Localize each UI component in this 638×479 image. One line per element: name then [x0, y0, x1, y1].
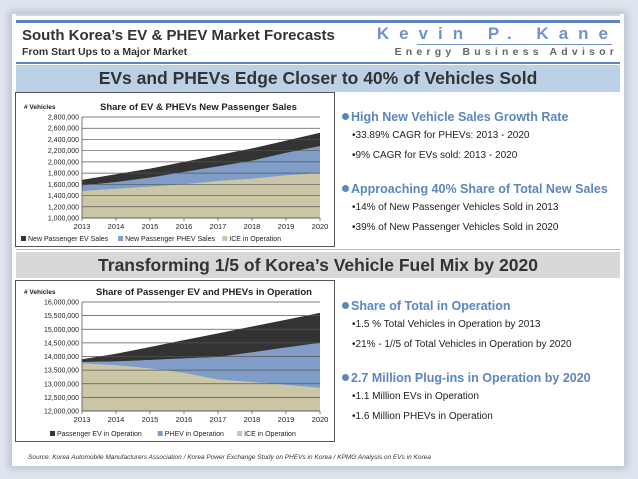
- bullet-item: •9% CAGR for EVs sold: 2013 - 2020: [352, 150, 518, 161]
- x-tick-label: 2013: [74, 222, 91, 231]
- bullet-heading: High New Vehicle Sales Growth Rate: [342, 110, 608, 124]
- bullet-heading: Share of Total in Operation: [342, 299, 591, 313]
- legend-label: ICE in Operation: [229, 236, 281, 243]
- section1-banner: EVs and PHEVs Edge Closer to 40% of Vehi…: [16, 65, 620, 92]
- page-title: South Korea’s EV & PHEV Market Forecasts: [22, 27, 335, 44]
- legend-label: New Passenger PHEV Sales: [125, 236, 215, 243]
- legend-label: ICE in Operation: [244, 431, 296, 438]
- chart-title: Share of EV & PHEVs New Passenger Sales: [100, 102, 297, 113]
- x-tick-label: 2019: [278, 222, 295, 231]
- y-tick-label: 1,400,000: [48, 193, 79, 200]
- bullet-heading-text: 2.7 Million Plug-ins in Operation by 202…: [351, 371, 591, 385]
- header-top-rule: [16, 20, 620, 23]
- legend-swatch: [118, 236, 124, 241]
- x-tick-label: 2016: [176, 415, 193, 424]
- sales-chart-svg: Share of EV & PHEVs New Passenger Sales #…: [21, 102, 329, 243]
- x-tick-label: 2017: [210, 222, 227, 231]
- area-ice-in-operation: [82, 363, 320, 411]
- x-tick-label: 2018: [244, 415, 261, 424]
- brand-tagline: Energy Business Advisor: [394, 46, 618, 58]
- operation-chart-svg: Share of Passenger EV and PHEVs in Opera…: [24, 287, 329, 438]
- bullet-heading-text: High New Vehicle Sales Growth Rate: [351, 110, 569, 124]
- page-subtitle: From Start Ups to a Major Market: [22, 46, 188, 58]
- area-phev-in-operation: [82, 342, 320, 388]
- y-tick-label: 2,400,000: [48, 137, 79, 144]
- y-tick-label: 12,000,000: [44, 409, 79, 416]
- y-tick-label: 15,000,000: [44, 327, 79, 334]
- bullet-dot-icon: [342, 185, 349, 192]
- legend-swatch: [237, 431, 243, 436]
- legend-label: Passenger EV in Operation: [57, 431, 142, 438]
- brand-name: Kevin P. Kane: [376, 24, 618, 43]
- section2-bullets: Share of Total in Operation •1.5 % Total…: [342, 299, 591, 431]
- section2-banner: Transforming 1/5 of Korea’s Vehicle Fuel…: [16, 252, 620, 278]
- bullet-item: •1.1 Million EVs in Operation: [352, 391, 479, 402]
- bullet-heading: Approaching 40% Share of Total New Sales: [342, 182, 608, 196]
- bullet-item: •33.89% CAGR for PHEVs: 2013 - 2020: [352, 130, 530, 141]
- bullet-dot-icon: [342, 113, 349, 120]
- operation-chart: Share of Passenger EV and PHEVs in Opera…: [15, 280, 335, 442]
- source-note: Source: Korea Automobile Manufacturers A…: [28, 454, 431, 461]
- y-tick-label: 2,800,000: [48, 115, 79, 122]
- legend-swatch: [21, 236, 26, 241]
- area-passenger-ev-in-operation: [82, 312, 320, 362]
- bullet-dot-icon: [342, 374, 349, 381]
- x-tick-label: 2018: [244, 222, 261, 231]
- x-tick-label: 2015: [142, 415, 159, 424]
- brand-underline: [417, 44, 612, 45]
- section1-bullets: High New Vehicle Sales Growth Rate •33.8…: [342, 110, 608, 242]
- y-tick-label: 16,000,000: [44, 300, 79, 307]
- legend-label: New Passenger EV Sales: [28, 236, 109, 243]
- x-tick-label: 2015: [142, 222, 159, 231]
- bullet-heading: 2.7 Million Plug-ins in Operation by 202…: [342, 371, 591, 385]
- y-tick-label: 1,600,000: [48, 182, 79, 189]
- legend-swatch: [157, 431, 163, 436]
- y-tick-label: 1,200,000: [48, 204, 79, 211]
- x-tick-label: 2020: [312, 222, 329, 231]
- y-tick-label: 15,500,000: [44, 313, 79, 320]
- y-tick-label: 14,500,000: [44, 340, 79, 347]
- area-new-passenger-phev-sales: [82, 146, 320, 192]
- y-tick-label: 13,500,000: [44, 368, 79, 375]
- bullet-item: •1.5 % Total Vehicles in Operation by 20…: [352, 319, 541, 330]
- bullet-heading-text: Approaching 40% Share of Total New Sales: [351, 182, 608, 196]
- y-tick-label: 1,000,000: [48, 216, 79, 223]
- chart-title: Share of Passenger EV and PHEVs in Opera…: [96, 287, 312, 298]
- bullet-item: •39% of New Passenger Vehicles Sold in 2…: [352, 222, 559, 233]
- x-tick-label: 2013: [74, 415, 91, 424]
- top-divider: [16, 14, 620, 16]
- y-tick-label: 2,200,000: [48, 148, 79, 155]
- y-tick-label: 12,500,000: [44, 395, 79, 402]
- y-tick-label: 2,600,000: [48, 126, 79, 133]
- legend-label: PHEV in Operation: [165, 431, 224, 438]
- bullet-item: •14% of New Passenger Vehicles Sold in 2…: [352, 202, 559, 213]
- slide: South Korea’s EV & PHEV Market Forecasts…: [12, 14, 624, 466]
- sales-chart: Share of EV & PHEVs New Passenger Sales #…: [15, 92, 335, 247]
- y-axis-label: # Vehicles: [24, 289, 56, 296]
- y-tick-label: 13,000,000: [44, 381, 79, 388]
- y-tick-label: 1,800,000: [48, 171, 79, 178]
- x-tick-label: 2016: [176, 222, 193, 231]
- bullet-heading-text: Share of Total in Operation: [351, 299, 511, 313]
- legend-swatch: [222, 236, 228, 241]
- y-tick-label: 14,000,000: [44, 354, 79, 361]
- bullet-item: •21% - 1//5 of Total Vehicles in Operati…: [352, 339, 572, 350]
- y-axis-label: # Vehicles: [24, 104, 56, 111]
- y-tick-label: 2,000,000: [48, 159, 79, 166]
- bullet-item: •1.6 Million PHEVs in Operation: [352, 411, 493, 422]
- x-tick-label: 2019: [278, 415, 295, 424]
- header-bottom-rule: [16, 62, 620, 64]
- x-tick-label: 2014: [108, 222, 125, 231]
- x-tick-label: 2014: [108, 415, 125, 424]
- bullet-dot-icon: [342, 302, 349, 309]
- area-new-passenger-ev-sales: [82, 132, 320, 186]
- x-tick-label: 2020: [312, 415, 329, 424]
- section-divider: [16, 249, 620, 250]
- x-tick-label: 2017: [210, 415, 227, 424]
- legend-swatch: [50, 431, 55, 436]
